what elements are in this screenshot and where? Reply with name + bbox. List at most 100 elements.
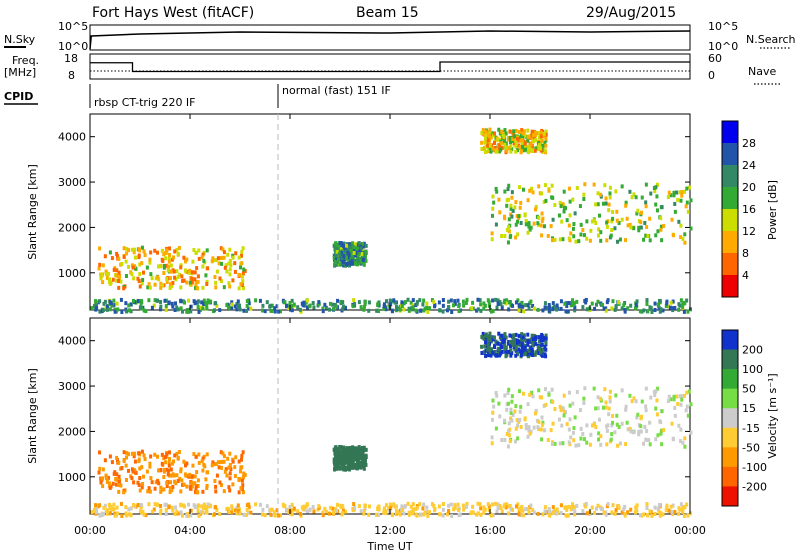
velocity-cell [312,509,316,514]
velocity-cell [561,441,565,446]
power-cell [689,307,693,312]
velocity-cell [607,412,611,417]
power-cell [634,302,638,307]
velocity-cell [490,435,494,440]
power-cell [167,256,171,261]
velocity-cell [626,510,630,515]
velocity-cell [683,444,687,449]
velocity-cell [524,507,528,512]
velocity-cell [611,503,615,508]
velocity-cell [562,409,566,414]
velocity-cell [584,501,588,506]
velocity-cell [222,454,226,459]
velocity-cell [516,423,520,428]
power-cell [517,129,521,134]
velocity-cell [601,405,605,410]
velocity-cell [541,347,545,352]
velocity-cell [140,485,144,490]
power-cell [189,309,193,314]
power-cell [659,224,663,229]
velocity-cell [498,504,502,509]
velocity-cell [141,482,145,487]
velocity-cell [683,436,687,441]
velocity-cell [228,476,232,481]
power-cell [167,264,171,269]
velocity-cell [484,335,488,340]
power-cell [645,301,649,306]
velocity-cell [551,511,555,516]
velocity-cell [526,339,530,344]
velocity-cell [504,345,508,350]
power-cell [671,299,675,304]
velocity-cell [220,459,224,464]
velocity-cell [544,333,548,338]
velocity-cell [227,509,231,514]
velocity-cell [342,458,346,463]
power-cell [119,279,123,284]
velocity-cell [384,511,388,516]
power-cell [132,276,136,281]
power-cell [359,244,363,249]
velocity-cell [590,423,594,428]
power-cell [164,256,168,261]
velocity-cell [686,513,690,518]
velocity-cell [539,427,543,432]
power-cell [111,277,115,282]
power-cell [167,259,171,264]
power-cell [505,298,509,303]
power-cell [476,307,480,312]
velocity-cell [496,505,500,510]
power-cell [328,301,332,306]
power-cell [117,275,121,280]
velocity-cell [201,456,205,461]
velocity-cell [165,452,169,457]
power-cell [173,275,177,280]
power-cell [111,303,115,308]
power-cell [566,309,570,314]
power-cell [679,223,683,228]
velocity-cell [352,452,356,457]
power-cell [470,306,474,311]
velocity-cell [605,504,609,509]
velocity-cell [390,512,394,517]
power-cell [461,299,465,304]
velocity-cell [523,345,527,350]
power-cell [227,305,231,310]
power-cell [553,237,557,242]
velocity-cell [504,335,508,340]
velocity-cell [359,450,363,455]
velocity-cell [462,507,466,512]
power-cell [648,305,652,310]
velocity-cell [491,350,495,355]
velocity-cell [534,341,538,346]
power-cell [524,219,528,224]
velocity-cell [131,451,135,456]
velocity-cell [189,508,193,513]
velocity-cell [341,508,345,513]
velocity-cell [509,416,513,421]
power-cell [388,298,392,303]
power-cell [552,304,556,309]
velocity-cell [622,507,626,512]
power-cell [544,198,548,203]
velocity-cell [99,480,103,485]
velocity-cell [261,507,265,512]
power-cell [127,248,131,253]
velocity-cell [242,471,246,476]
power-cell [491,146,495,151]
velocity-cell [428,510,432,515]
power-cell [484,131,488,136]
power-cell [337,244,341,249]
velocity-cell [529,346,533,351]
power-cell [165,280,169,285]
velocity-cell [362,459,366,464]
velocity-cell [523,417,527,422]
velocity-cell [515,418,519,423]
power-cell [343,305,347,310]
power-cell [617,220,621,225]
power-cell [644,204,648,209]
velocity-cell [358,461,362,466]
velocity-cell [539,352,543,357]
nsky-label: N.Sky [4,33,36,46]
velocity-cell [202,462,206,467]
